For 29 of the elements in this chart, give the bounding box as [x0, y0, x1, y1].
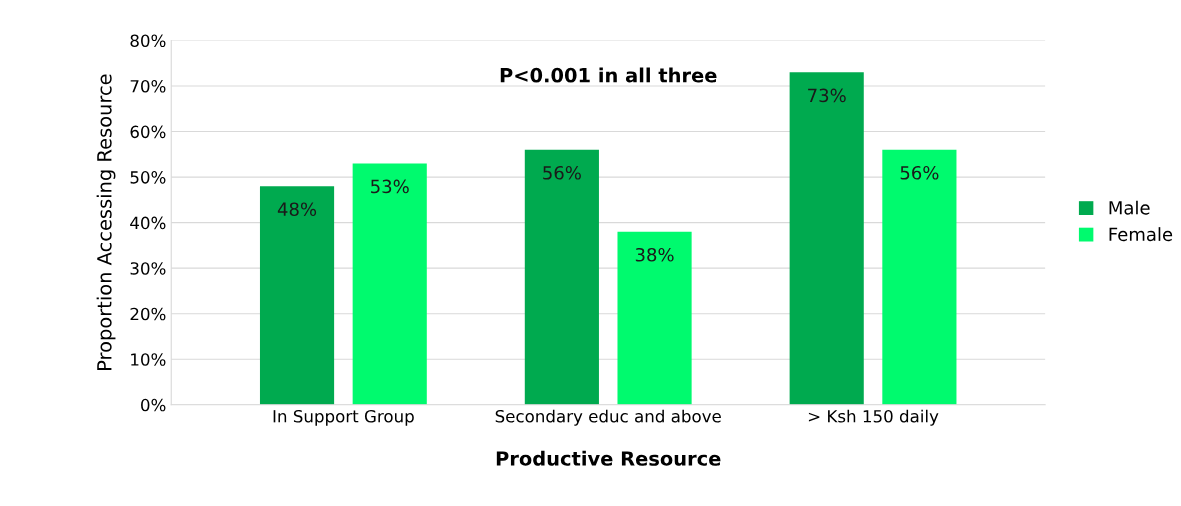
y-tick-label: 40%	[130, 216, 166, 230]
bar	[882, 149, 957, 405]
y-tick-label: 70%	[130, 79, 166, 93]
bar	[617, 231, 692, 405]
data-label: 38%	[635, 247, 674, 262]
data-label: 48%	[277, 202, 317, 217]
bar	[789, 72, 864, 405]
x-tick-label: > Ksh 150 daily	[808, 409, 939, 426]
y-tick-label: 60%	[130, 125, 166, 139]
x-tick-label: Secondary educ and above	[495, 409, 721, 426]
bar	[524, 149, 599, 405]
y-tick-label: 80%	[130, 34, 166, 48]
data-label: 56%	[900, 165, 939, 180]
x-tick-label: In Support Group	[273, 409, 414, 426]
data-label: 73%	[808, 88, 846, 103]
data-label: 56%	[543, 165, 581, 180]
bar	[352, 163, 427, 405]
legend-label: Male	[1109, 200, 1150, 215]
y-tick-label: 50%	[130, 171, 166, 184]
y-tick-label: 10%	[131, 353, 166, 366]
y-axis-title: Proportion Accessing Resource	[96, 74, 116, 370]
legend-label: Female	[1109, 227, 1173, 242]
y-tick-label: 30%	[130, 262, 166, 275]
y-tick-label: 20%	[130, 307, 166, 321]
x-axis-title: Productive Resource	[496, 450, 721, 466]
data-label: 53%	[371, 179, 409, 194]
annotation: P<0.001 in all three	[500, 67, 717, 83]
y-tick-label: 0%	[141, 398, 166, 412]
bar	[259, 186, 335, 405]
